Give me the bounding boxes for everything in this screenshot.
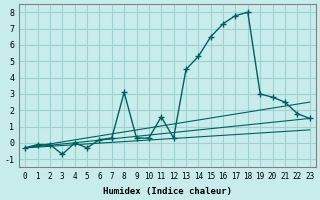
X-axis label: Humidex (Indice chaleur): Humidex (Indice chaleur) bbox=[103, 187, 232, 196]
